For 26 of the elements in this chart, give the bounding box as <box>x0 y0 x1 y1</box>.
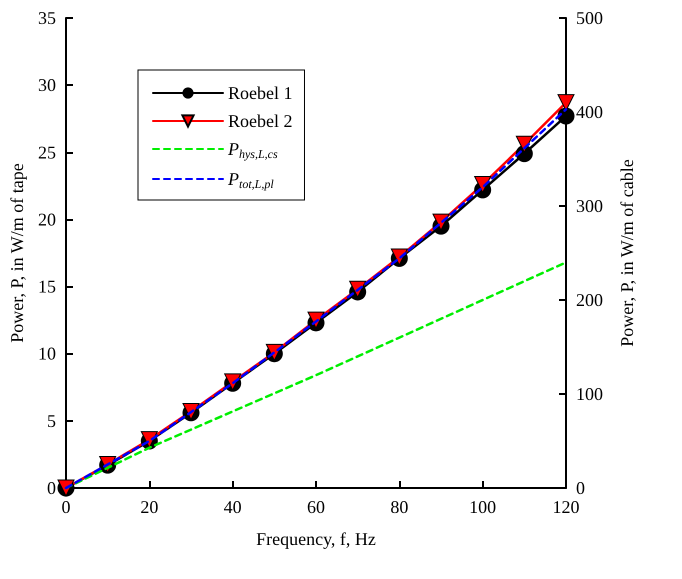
y-tick-label: 0 <box>47 478 56 498</box>
y2-tick-label: 400 <box>576 102 603 122</box>
x-axis-title: Frequency, f, Hz <box>256 529 376 549</box>
y-tick-label: 35 <box>38 8 56 28</box>
y2-axis-title: Power, P, in W/m of cable <box>617 159 637 347</box>
y-tick-label: 25 <box>38 142 56 162</box>
x-tick-label: 60 <box>307 497 325 517</box>
y-axis-title: Power, P, in W/m of tape <box>7 163 27 343</box>
legend-label: Roebel 2 <box>228 111 292 131</box>
x-tick-label: 100 <box>469 497 496 517</box>
y2-tick-label: 300 <box>576 196 603 216</box>
y-tick-label: 10 <box>38 344 56 364</box>
y-tick-label: 5 <box>47 410 56 431</box>
y-tick-label: 30 <box>38 75 56 96</box>
y-tick-label: 15 <box>38 276 56 297</box>
y2-tick-label: 200 <box>576 290 603 310</box>
y2-tick-label: 100 <box>576 384 603 404</box>
x-tick-label: 20 <box>140 497 158 517</box>
y-tick-label: 20 <box>38 209 56 230</box>
legend-label: Roebel 1 <box>228 83 292 103</box>
y2-tick-label: 500 <box>576 8 603 28</box>
x-tick-label: 40 <box>224 497 242 517</box>
y2-tick-label: 0 <box>576 478 585 498</box>
x-tick-label: 80 <box>390 497 408 517</box>
x-tick-label: 120 <box>552 497 580 517</box>
x-tick-label: 0 <box>62 497 70 517</box>
